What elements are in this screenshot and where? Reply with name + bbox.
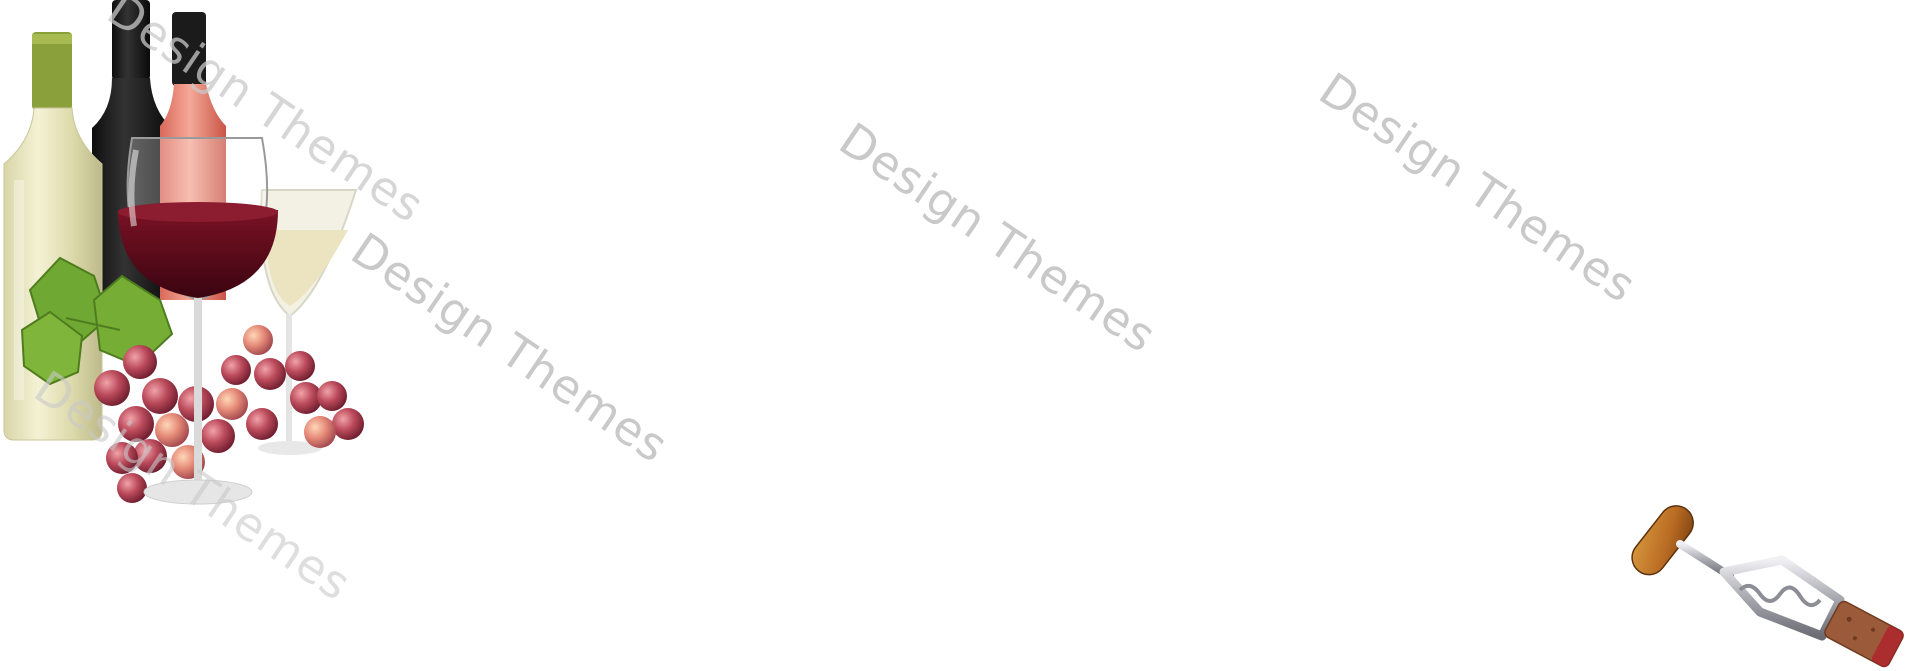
watermark-text: Design Themes (341, 222, 678, 474)
wine-bottles-glasses-grapes-icon (3, 0, 364, 505)
watermark-text: Design Themes (829, 112, 1166, 364)
corkscrew-icon (1631, 505, 1904, 668)
watermark-text: Design Themes (1309, 62, 1646, 314)
